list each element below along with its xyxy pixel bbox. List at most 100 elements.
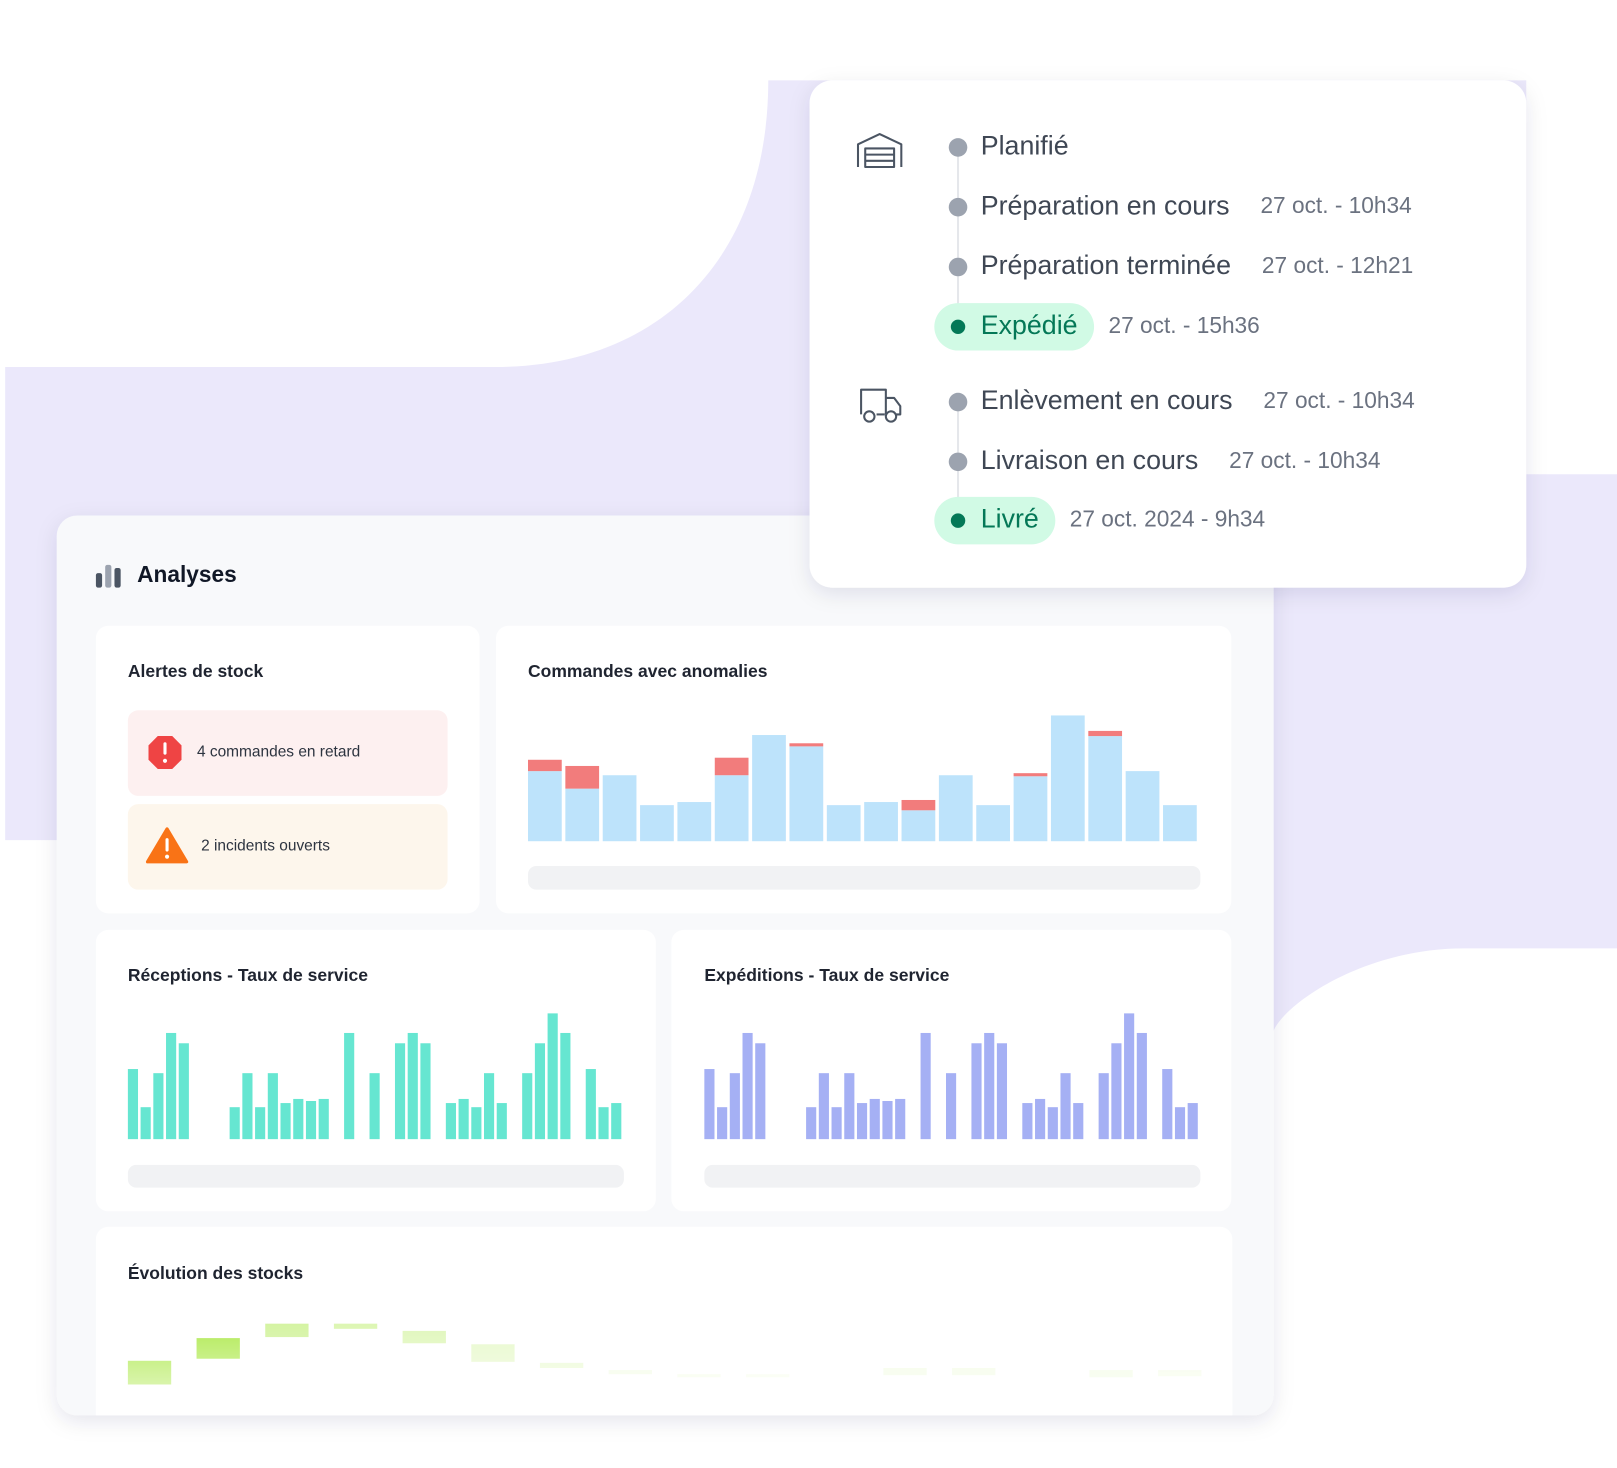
warning-icon-mark [165,838,169,852]
analytics-card: Analyses Alertes de stock Commandes avec… [56,515,1274,1416]
panel [671,929,1232,1212]
bar [407,1032,418,1140]
bar [394,1043,406,1140]
bar [598,1107,609,1140]
bar [1060,1073,1071,1140]
placeholder-bar [704,1164,1201,1188]
anomaly-segment [1013,773,1048,777]
bar [127,1069,139,1140]
step-label: Enlèvement en cours [981,385,1233,415]
bar [742,1032,753,1140]
bar [280,1103,291,1140]
bar [445,1103,456,1140]
step-time: 27 oct. - 10h34 [1263,387,1414,413]
bar [882,1101,893,1140]
bar [856,1103,868,1140]
bar [996,1043,1008,1140]
alert-text: 2 incidents ouverts [201,837,330,854]
alert-box [127,710,448,796]
card-background [809,80,1527,588]
bar [1111,1043,1122,1140]
alert-box [127,804,448,890]
bar [522,1073,533,1140]
bar [1163,805,1197,842]
bar [1162,1069,1173,1140]
analytics-title: Analyses [137,561,237,587]
bar [293,1098,304,1140]
bar [484,1073,495,1140]
bar [1013,776,1048,842]
bar [1136,1032,1147,1140]
bar [714,775,749,842]
status-dot [950,319,966,335]
bar [528,771,562,842]
bar [1088,736,1123,842]
status-dot [948,138,968,157]
step-time: 27 oct. 2024 - 9h34 [1070,506,1265,532]
bar [818,1073,829,1140]
bar [140,1107,151,1140]
bar [729,1073,740,1140]
fade-overlay [95,1298,1233,1416]
analytics-icon [95,564,121,588]
bar [717,1107,728,1140]
step-time: 27 oct. - 10h34 [1260,192,1411,218]
anomaly-segment [901,799,936,811]
bar [920,1032,931,1140]
bar [831,1107,842,1140]
status-dot [948,197,968,217]
bar [1022,1103,1033,1140]
panel [95,929,656,1212]
bar [971,1043,982,1140]
bar [305,1101,317,1140]
bar [704,1069,715,1140]
anomaly-segment [565,765,600,789]
bar [901,810,936,842]
panel-title: Commandes avec anomalies [528,661,768,681]
status-pill [934,496,1056,545]
bar [895,1098,906,1140]
bar [267,1073,278,1140]
placeholder-bar [127,1164,624,1188]
step-label: Livraison en cours [981,445,1199,475]
bar [946,1073,957,1140]
bar [1187,1103,1198,1140]
anomaly-segment [714,757,749,776]
bar [1124,1013,1135,1140]
panel-title: Évolution des stocks [128,1262,303,1283]
bar [318,1098,329,1140]
step-label: Préparation terminée [981,250,1231,280]
bar [369,1073,380,1140]
bar [826,805,861,842]
step-time: 27 oct. - 10h34 [1229,447,1380,473]
status-dot [948,452,968,472]
panel-title: Réceptions - Taux de service [128,965,368,985]
bar [677,802,712,842]
timeline: Planifié Préparation en cours 27 oct. - 10… [934,130,1415,545]
anomaly-segment [1088,730,1123,737]
bar [585,1069,596,1140]
panel [496,625,1232,914]
truck-icon [860,388,902,423]
bar [496,1103,507,1140]
step-time: 27 oct. - 12h21 [1262,252,1413,278]
bar [560,1032,571,1140]
bar [166,1032,177,1140]
bar [458,1098,469,1140]
bar [844,1073,855,1140]
bar [864,802,898,842]
bar [229,1107,240,1140]
bar [752,735,786,842]
bar [344,1032,355,1140]
bar [789,746,824,842]
bar [471,1107,482,1140]
panel-title: Alertes de stock [128,661,264,681]
step-time: 27 oct. - 15h36 [1109,312,1260,338]
step-label: Planifié [981,130,1069,160]
step-label: Livré [981,504,1039,534]
status-dot [948,257,968,277]
bar [938,775,973,842]
bar [547,1013,558,1140]
bar [255,1107,266,1140]
